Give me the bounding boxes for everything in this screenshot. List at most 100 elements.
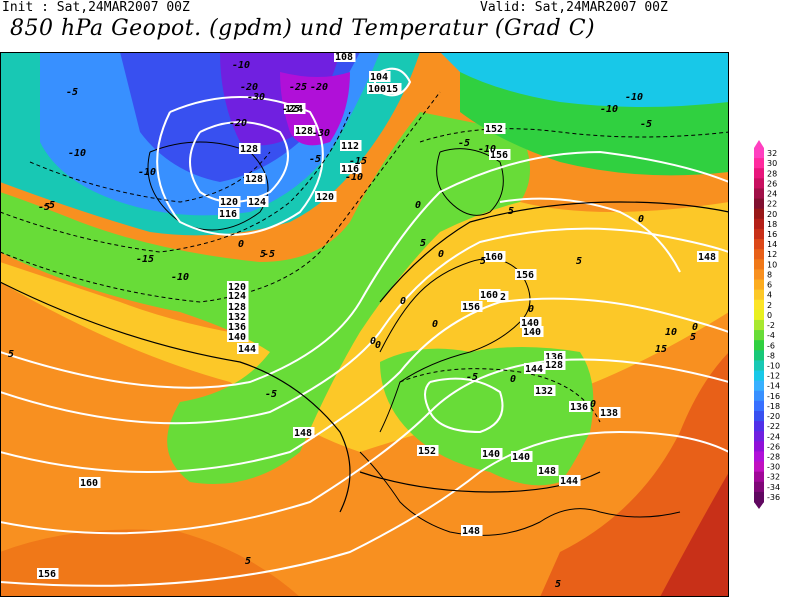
legend-swatch bbox=[754, 208, 764, 220]
geopotential-label: 140 bbox=[512, 452, 530, 463]
legend-label: -2 bbox=[767, 321, 775, 330]
geopotential-label: 108 bbox=[335, 52, 353, 63]
geopotential-label: 156 bbox=[490, 150, 508, 161]
temperature-label: 0 bbox=[375, 340, 381, 351]
init-time: Init : Sat,24MAR2007 00Z bbox=[2, 0, 190, 15]
legend-swatch bbox=[754, 421, 764, 432]
legend-label: 30 bbox=[767, 159, 777, 168]
temperature-label: -5 bbox=[263, 249, 275, 260]
geopotential-label: 116 bbox=[219, 209, 237, 220]
temperature-label: -5 bbox=[458, 138, 470, 149]
legend-label: 24 bbox=[767, 190, 777, 199]
geopotential-label: 136 bbox=[545, 352, 563, 363]
geopotential-label-bg bbox=[315, 191, 337, 202]
legend-swatch bbox=[754, 370, 764, 382]
legend-swatch bbox=[754, 360, 764, 372]
temperature-label: 0 bbox=[370, 336, 376, 347]
legend-label: -14 bbox=[767, 382, 780, 391]
geopotential-label: 10015 bbox=[368, 84, 398, 95]
temperature-label: -5 bbox=[66, 87, 78, 98]
geopotential-label-bg bbox=[520, 317, 542, 328]
legend-swatch bbox=[754, 481, 764, 493]
geopotential-label-bg bbox=[461, 301, 483, 312]
geopotential-label-bg bbox=[227, 301, 249, 312]
temperature-label: 5 bbox=[508, 206, 514, 217]
chart-title: 850 hPa Geopot. (gpdm) und Temperatur (G… bbox=[10, 16, 596, 41]
geopotential-label: 132 bbox=[535, 386, 553, 397]
geopotential-label: 140 bbox=[228, 332, 246, 343]
geopotential-label-bg bbox=[484, 123, 506, 134]
legend-label: -26 bbox=[767, 442, 780, 451]
legend-label: -24 bbox=[767, 432, 780, 441]
legend-swatch bbox=[754, 309, 764, 321]
legend-label: 12 bbox=[767, 250, 777, 259]
geopotential-label-bg bbox=[511, 451, 533, 462]
geopotential-label: 138 bbox=[600, 408, 618, 419]
legend-swatch bbox=[754, 471, 764, 483]
geopotential-label-bg bbox=[569, 401, 591, 412]
legend-swatch bbox=[754, 441, 764, 452]
geopotential-label: 116 bbox=[341, 164, 359, 175]
legend-arrow-bottom bbox=[754, 502, 764, 509]
geopotential-label: 128 bbox=[240, 144, 258, 155]
temperature-label: 0 bbox=[692, 322, 698, 333]
temperature-legend: 32302826242220181614121086420-2-4-6-8-10… bbox=[754, 140, 780, 509]
legend-label: -36 bbox=[767, 493, 780, 502]
geopotential-label-bg bbox=[227, 311, 249, 322]
temperature-label: -5 bbox=[43, 200, 55, 211]
geopotential-label-bg bbox=[79, 477, 101, 488]
geopotential-label-bg bbox=[534, 385, 556, 396]
geopotential-label-bg bbox=[294, 125, 316, 136]
legend-swatch bbox=[754, 259, 764, 270]
geopotential-label: 124 bbox=[228, 291, 246, 302]
geopotential-label-bg bbox=[544, 351, 566, 362]
legend-swatch bbox=[754, 168, 764, 179]
legend-label: 18 bbox=[767, 220, 777, 229]
geopotential-label: 156 bbox=[38, 569, 56, 580]
geopotential-label: 136 bbox=[228, 322, 246, 333]
temperature-label: -30 bbox=[312, 128, 330, 139]
temperature-label: 5 bbox=[260, 249, 266, 260]
legend-swatch bbox=[754, 340, 764, 351]
temperature-label: -5 bbox=[309, 154, 321, 165]
temperature-label: 0 bbox=[510, 374, 516, 385]
legend-label: -30 bbox=[767, 463, 780, 472]
legend-label: 10 bbox=[767, 260, 777, 269]
legend-swatch bbox=[754, 431, 764, 442]
legend-label: -12 bbox=[767, 372, 780, 381]
temperature-label: -10 bbox=[68, 148, 86, 159]
temperature-label: -10 bbox=[600, 104, 618, 115]
geopotential-label-bg bbox=[524, 363, 546, 374]
legend-label: -16 bbox=[767, 392, 780, 401]
temperature-label: 0 bbox=[528, 304, 534, 315]
legend-swatch bbox=[754, 330, 764, 341]
geopotential-label-bg bbox=[284, 103, 306, 114]
temperature-label: 0 bbox=[590, 399, 596, 410]
geopotential-label: 152 bbox=[418, 446, 436, 457]
geopotential-label: 144 bbox=[238, 344, 256, 355]
temperature-label: 5 bbox=[576, 256, 582, 267]
temperature-label: -5 bbox=[466, 372, 478, 383]
geopotential-label-bg bbox=[340, 140, 362, 151]
temperature-label: -25 bbox=[282, 104, 300, 115]
legend-swatch bbox=[754, 390, 764, 402]
geopotential-label-bg bbox=[537, 465, 559, 476]
legend-label: -28 bbox=[767, 453, 780, 462]
temperature-label: -20 bbox=[240, 82, 258, 93]
geopotential-label-bg bbox=[237, 343, 259, 354]
legend-label: 2 bbox=[767, 301, 772, 310]
legend-label: 0 bbox=[767, 311, 772, 320]
legend-label: 16 bbox=[767, 230, 777, 239]
geopotential-label: 160 bbox=[80, 478, 98, 489]
legend-swatch bbox=[754, 299, 764, 311]
geopotential-label: 156 bbox=[516, 270, 534, 281]
legend-swatch bbox=[754, 461, 764, 473]
geopotential-label-bg bbox=[515, 269, 537, 280]
temperature-label: -20 bbox=[229, 118, 247, 129]
temperature-label: 0 bbox=[432, 319, 438, 330]
geopotential-label-bg bbox=[340, 163, 362, 174]
geopotential-label: 128 bbox=[245, 174, 263, 185]
temperature-label: -5 bbox=[38, 202, 50, 213]
legend-swatch bbox=[754, 279, 764, 291]
